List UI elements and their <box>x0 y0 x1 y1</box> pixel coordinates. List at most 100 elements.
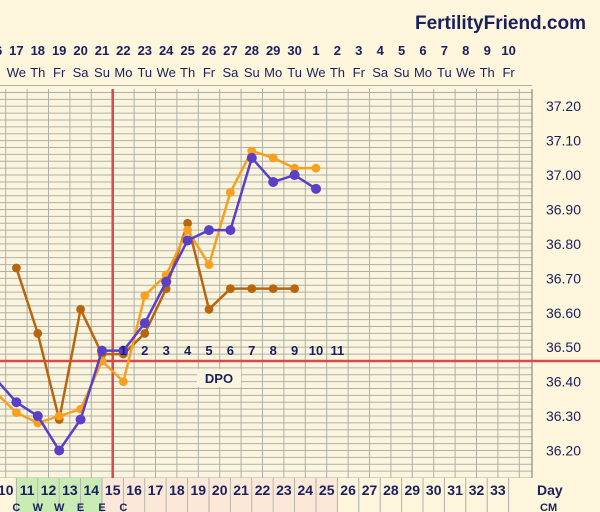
data-point-blue <box>75 414 86 425</box>
weekday-label: Su <box>94 65 110 80</box>
date-label: 25 <box>180 43 194 58</box>
data-point-blue <box>11 397 22 408</box>
dpo-label-bg <box>197 368 241 387</box>
date-label: 30 <box>287 43 301 58</box>
y-tick-label: 36.90 <box>546 201 581 217</box>
y-tick-label: 36.50 <box>546 339 581 355</box>
weekday-label: Tu <box>287 65 302 80</box>
cycle-day-number: 22 <box>255 482 271 498</box>
data-point-orange <box>311 163 321 173</box>
date-label: 1 <box>312 43 319 58</box>
weekday-label: Th <box>30 65 45 80</box>
data-point-orange <box>247 146 257 156</box>
y-tick-label: 36.20 <box>546 442 581 458</box>
date-label: 8 <box>462 43 469 58</box>
cm-marker: E <box>98 502 105 512</box>
cycle-day-number: 21 <box>233 482 249 498</box>
date-label: 5 <box>398 43 405 58</box>
cycle-day-number: 24 <box>298 482 314 498</box>
dpo-number: 3 <box>163 343 170 358</box>
weekday-label: Tu <box>437 65 452 80</box>
dpo-number: 9 <box>291 343 298 358</box>
dpo-number: 2 <box>141 343 148 358</box>
weekday-label: Sa <box>222 65 239 80</box>
cycle-day-number: 11 <box>20 482 35 498</box>
cm-row-label: CM <box>540 502 557 512</box>
data-point-blue <box>289 170 300 181</box>
date-label: 9 <box>484 43 491 58</box>
cycle-day-number: 32 <box>469 482 485 498</box>
weekday-label: Fr <box>203 65 216 80</box>
series-line-orange <box>0 149 316 425</box>
cycle-day-number: 17 <box>148 482 164 498</box>
data-point-orange <box>119 377 128 387</box>
data-point-blue <box>161 276 172 287</box>
cycle-day-cell <box>295 478 316 512</box>
date-header: 1617181920212223242526272829301234567891… <box>0 43 516 80</box>
weekday-label: Mo <box>114 65 132 80</box>
cycle-day-number: 30 <box>426 482 442 498</box>
weekday-label: Su <box>244 65 260 80</box>
dpo-number: 10 <box>309 343 323 358</box>
data-point-brown <box>226 284 235 294</box>
grid <box>0 85 533 479</box>
data-point-orange <box>183 225 193 235</box>
cycle-day-number: 14 <box>84 482 100 498</box>
data-point-orange <box>54 411 64 421</box>
date-label: 23 <box>138 43 152 58</box>
weekday-label: We <box>306 65 325 80</box>
cycle-day-cell <box>209 478 230 512</box>
data-point-orange <box>204 260 214 269</box>
cycle-day-number: 27 <box>362 482 378 498</box>
weekday-label: Tu <box>137 65 152 80</box>
data-point-blue <box>118 345 129 356</box>
cycle-day-cell <box>230 478 252 512</box>
weekday-label: Th <box>330 65 345 80</box>
brand-logo[interactable]: FertilityFriend.com <box>415 13 586 34</box>
cycle-day-number: 33 <box>490 482 506 498</box>
data-point-blue <box>32 411 43 422</box>
weekday-label: We <box>7 65 26 80</box>
series-layer <box>0 146 321 456</box>
data-point-blue <box>204 225 214 236</box>
y-tick-label: 36.70 <box>546 270 581 286</box>
dpo-number: 6 <box>227 343 234 358</box>
data-point-blue <box>139 318 150 329</box>
weekday-label: Mo <box>414 65 432 80</box>
cycle-day-number: 16 <box>126 482 142 498</box>
weekday-label: Fr <box>353 65 366 80</box>
date-label: 18 <box>31 43 45 58</box>
cm-marker: W <box>54 502 65 512</box>
weekday-label: Th <box>480 65 495 80</box>
cm-marker: C <box>12 502 20 512</box>
data-point-brown <box>290 284 299 294</box>
weekday-label: Fr <box>502 65 515 80</box>
cm-marker: C <box>119 502 127 512</box>
cycle-day-number: 28 <box>383 482 399 498</box>
date-label: 16 <box>0 43 2 58</box>
dpo-number: 7 <box>248 343 255 358</box>
cycle-day-label: Day <box>537 482 563 498</box>
cycle-day-cell <box>166 478 188 512</box>
weekday-label: We <box>157 65 176 80</box>
dpo-labels: 1 2 3 4 5 6 7 8 9 10 11 DPO <box>120 343 344 387</box>
cycle-day-cell <box>59 478 81 512</box>
cycle-day-number: 29 <box>405 482 421 498</box>
data-point-brown <box>12 263 21 273</box>
y-tick-label: 37.20 <box>546 98 581 114</box>
cycle-day-cell <box>123 478 145 512</box>
cycle-day-cell <box>16 478 38 512</box>
cycle-day-number: 25 <box>319 482 335 498</box>
date-label: 22 <box>116 43 130 58</box>
weekday-label: Th <box>180 65 195 80</box>
dpo-number: 4 <box>184 343 192 358</box>
data-point-orange <box>140 291 150 300</box>
date-label: 19 <box>52 43 66 58</box>
date-label: 10 <box>501 43 515 58</box>
cycle-day-cell <box>102 478 123 512</box>
cycle-day-cell <box>188 478 209 512</box>
date-label: 6 <box>419 43 426 58</box>
cycle-day-cell <box>38 478 59 512</box>
data-point-brown <box>76 304 85 314</box>
y-tick-label: 36.80 <box>546 236 581 252</box>
